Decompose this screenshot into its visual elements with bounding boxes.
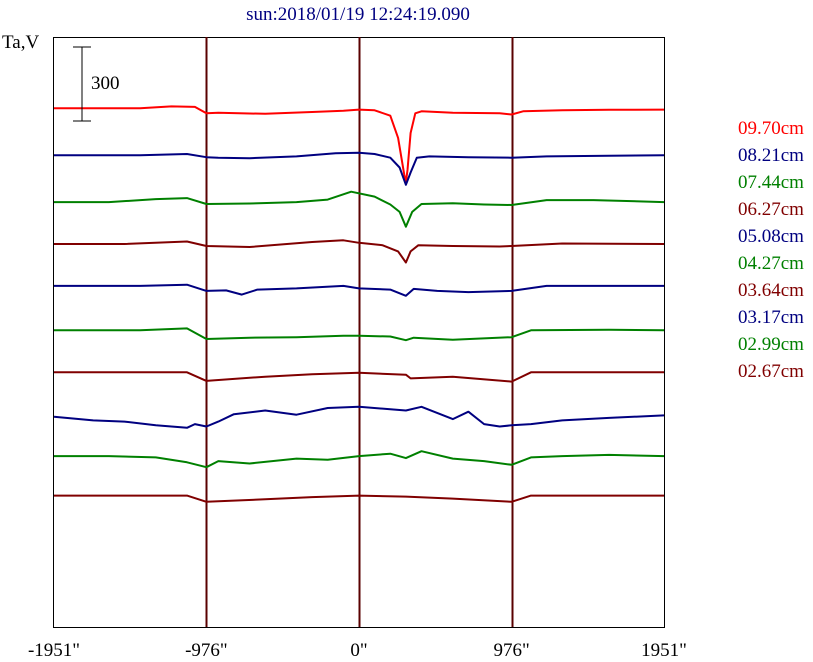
series-line-02.99cm	[54, 450, 665, 469]
legend-item-0: 09.70cm	[738, 118, 804, 139]
legend: 09.70cm 08.21cm 07.44cm 06.27cm 05.08cm 04.27…	[738, 118, 804, 388]
y-axis-label: Ta,V	[2, 32, 39, 53]
chart-title: sun:2018/01/19 12:24:19.090	[246, 4, 470, 25]
series-line-03.17cm	[53, 405, 665, 429]
legend-item-1: 08.21cm	[738, 145, 804, 166]
legend-item-3: 06.27cm	[738, 199, 804, 220]
x-tick-label-2: 0"	[350, 640, 367, 661]
x-tick-labels: -1951" -976" 0" 976" 1951"	[28, 640, 687, 661]
legend-item-6: 03.64cm	[738, 280, 804, 301]
legend-item-5: 04.27cm	[738, 253, 804, 274]
legend-item-9: 02.67cm	[738, 361, 804, 382]
x-tick-label-4: 1951"	[641, 640, 687, 661]
series-line-07.44cm	[54, 190, 665, 228]
series-line-06.27cm	[54, 239, 665, 264]
series-group	[53, 105, 665, 503]
x-tick-label-1: -976"	[185, 640, 228, 661]
series-line-04.27cm	[54, 327, 665, 342]
reference-lines	[205, 37, 514, 627]
legend-item-4: 05.08cm	[738, 226, 804, 247]
series-line-05.08cm	[54, 283, 664, 297]
series-line-02.67cm	[54, 494, 664, 503]
series-line-08.21cm	[54, 151, 665, 186]
legend-item-7: 03.17cm	[738, 307, 804, 328]
x-tick-label-0: -1951"	[28, 640, 80, 661]
legend-item-8: 02.99cm	[738, 334, 804, 355]
scale-bar: 300	[73, 46, 120, 122]
x-tick-label-3: 976"	[493, 640, 529, 661]
legend-item-2: 07.44cm	[738, 172, 804, 193]
scale-bar-label: 300	[91, 73, 120, 94]
series-line-03.64cm	[54, 371, 664, 383]
series-line-09.70cm	[54, 105, 665, 184]
